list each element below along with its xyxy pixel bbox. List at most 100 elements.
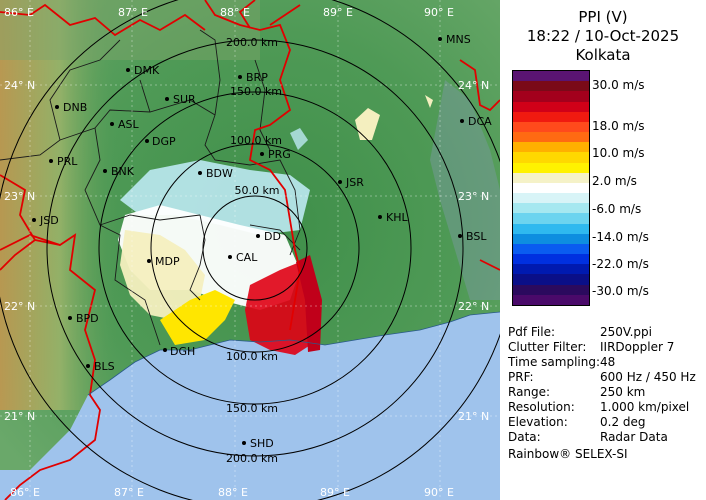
echo-north-cyan [290, 128, 308, 150]
station-dot [238, 75, 242, 79]
range-label-200-south: 200.0 km [226, 452, 278, 465]
station-label: BNK [111, 165, 135, 178]
legend-swatch [513, 243, 589, 255]
station-dot [458, 234, 462, 238]
legend-swatch [513, 91, 589, 102]
info-label: Time sampling: [508, 355, 601, 369]
lat-label: 22° N [4, 300, 35, 313]
sea [0, 312, 500, 500]
station-dot [145, 139, 149, 143]
info-value: 250 km [600, 385, 646, 399]
color-scale [512, 70, 590, 306]
station-dot [228, 255, 232, 259]
legend-swatch [513, 71, 589, 82]
station-label: ASL [118, 118, 140, 131]
station-dot [198, 171, 202, 175]
lat-label: 21° N [4, 410, 35, 423]
info-value: 48 [600, 355, 616, 369]
legend-swatch [513, 121, 589, 133]
station-label: MNS [446, 33, 471, 46]
station-label: PRG [268, 148, 291, 161]
station-label: MDP [155, 255, 180, 268]
legend-swatch [513, 223, 589, 234]
station-label: BPD [76, 312, 99, 325]
info-label: Range: [508, 385, 551, 399]
legend-swatch [513, 132, 589, 143]
footer-credit: Rainbow® SELEX-SI [508, 447, 628, 461]
station-label: BRP [246, 71, 268, 84]
state-borders [0, 0, 500, 500]
lon-label: 89° E [320, 486, 350, 499]
echo-red-strip [296, 255, 322, 352]
range-rings [0, 0, 500, 500]
info-label: Clutter Filter: [508, 340, 587, 354]
station-label: BLS [94, 360, 115, 373]
legend-swatch [513, 233, 589, 244]
lon-label: 90° E [424, 486, 454, 499]
lon-label: 86° E [4, 6, 34, 19]
station-label: DD [264, 230, 281, 243]
station-dot [103, 169, 107, 173]
lon-label: 88° E [220, 6, 250, 19]
info-value: 0.2 deg [600, 415, 646, 429]
lon-labels-top: 86° E 87° E 88° E 89° E 90° E [4, 6, 454, 19]
station-dot [438, 37, 442, 41]
legend-swatch [513, 274, 589, 285]
lon-label: 87° E [114, 486, 144, 499]
range-label-150-south: 150.0 km [226, 402, 278, 415]
station-label: DGP [152, 135, 176, 148]
station-dot [163, 348, 167, 352]
station-label: SHD [250, 437, 274, 450]
product-title: PPI (V) [578, 8, 628, 26]
station-label: DMK [134, 64, 160, 77]
datetime: 18:22 / 10-Oct-2025 [526, 27, 680, 45]
legend-swatch [513, 162, 589, 173]
station-dot [242, 441, 246, 445]
info-label: PRF: [508, 370, 534, 384]
range-label-150: 150.0 km [230, 85, 282, 98]
legend-swatch [513, 254, 589, 265]
station-label: BSL [466, 230, 487, 243]
station-label: KHL [386, 211, 408, 224]
station-dot [86, 364, 90, 368]
station-dot [260, 152, 264, 156]
station-label: DGH [170, 345, 195, 358]
info-label: Elevation: [508, 415, 568, 429]
legend-swatch [513, 193, 589, 204]
station-dot [126, 68, 130, 72]
radar-map: 50.0 km 100.0 km 150.0 km 200.0 km 100.0… [0, 0, 500, 500]
station-dot [32, 218, 36, 222]
lat-label: 22° N [458, 300, 489, 313]
legend-swatch [513, 101, 589, 112]
station-label: DCA [468, 115, 492, 128]
echo-ne-pale [425, 95, 433, 108]
station-dot [147, 259, 151, 263]
lon-labels-bottom: 86° E 87° E 88° E 89° E 90° E [10, 486, 454, 499]
info-label: Resolution: [508, 400, 575, 414]
lon-label: 86° E [10, 486, 40, 499]
lon-label: 88° E [218, 486, 248, 499]
legend-swatch [513, 213, 589, 224]
lon-label: 90° E [424, 6, 454, 19]
lon-label: 89° E [323, 6, 353, 19]
legend-label: 18.0 m/s [592, 119, 645, 133]
info-value: 1.000 km/pixel [600, 400, 690, 414]
station-dot [338, 180, 342, 184]
legend-label: 10.0 m/s [592, 146, 645, 160]
lat-label: 23° N [458, 190, 489, 203]
info-panel: PPI (V) 18:22 / 10-Oct-2025 Kolkata 30.0… [500, 0, 706, 500]
echo-yellow [160, 290, 235, 345]
station-dot [55, 105, 59, 109]
legend-swatch [513, 284, 589, 295]
station-dot [68, 316, 72, 320]
station-label: SUR [173, 93, 196, 106]
legend-label: 2.0 m/s [592, 174, 637, 188]
station-label: CAL [236, 251, 258, 264]
legend-label: -22.0 m/s [592, 257, 649, 271]
legend-label: -14.0 m/s [592, 230, 649, 244]
legend-swatch [513, 294, 589, 305]
legend-label: -30.0 m/s [592, 284, 649, 298]
legend-label: 30.0 m/s [592, 78, 645, 92]
station-label: BDW [206, 167, 233, 180]
lon-label: 87° E [118, 6, 148, 19]
